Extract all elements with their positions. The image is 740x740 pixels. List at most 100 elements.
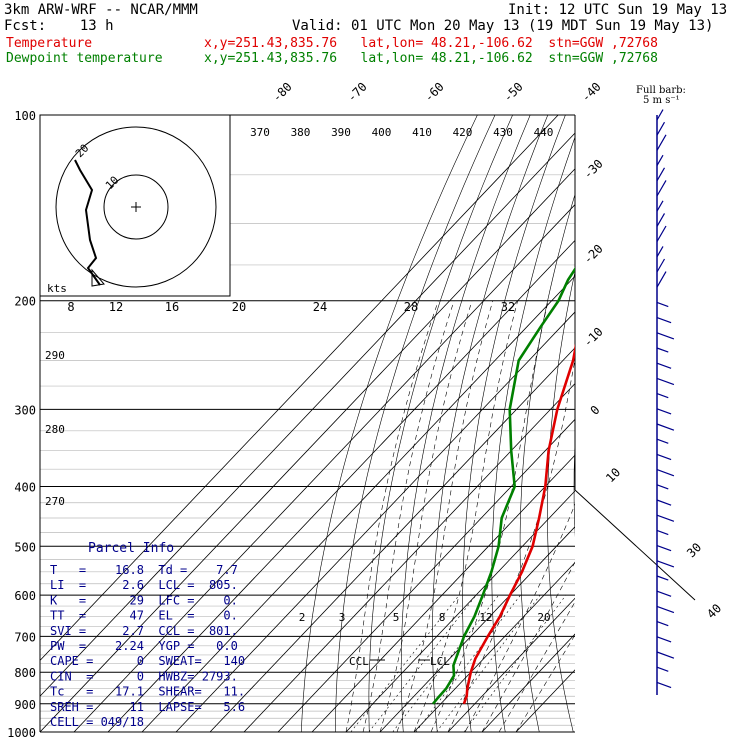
moist-adiabat bbox=[515, 634, 575, 732]
wind-barb bbox=[656, 167, 666, 182]
isotherm bbox=[413, 561, 575, 732]
wind-barb bbox=[656, 225, 667, 242]
dry-adiabat bbox=[462, 115, 566, 732]
hodograph-box bbox=[39, 114, 231, 297]
dry-adiabat bbox=[368, 115, 513, 732]
wind-barb bbox=[656, 213, 666, 227]
hodograph-speed-label: 12 bbox=[109, 300, 123, 314]
parcel-info-row: CAPE = 0 SWEAT= 140 bbox=[50, 654, 245, 668]
isotherm bbox=[481, 633, 575, 732]
pressure-tick-label: 500 bbox=[14, 540, 36, 554]
parcel-info-title: Parcel Info bbox=[88, 541, 174, 556]
wind-barb bbox=[656, 109, 664, 121]
pressure-tick-label: 100 bbox=[14, 109, 36, 123]
dry-adiabat bbox=[649, 115, 709, 732]
parcel-info-row: Tc = 17.1 SHEAR= 11. bbox=[50, 685, 245, 699]
isotherm bbox=[141, 275, 575, 732]
theta-e-label: 380 bbox=[291, 126, 311, 139]
isotherm-label: -60 bbox=[422, 80, 447, 105]
hodograph-ring-10 bbox=[103, 174, 169, 240]
dewpoint-profile bbox=[431, 266, 575, 705]
pressure-tick-label: 200 bbox=[14, 295, 36, 309]
hodograph-speed-label: 28 bbox=[404, 300, 418, 314]
dry-adiabat bbox=[400, 115, 531, 732]
parcel-info-row: SVI = 2.7 CCL = 801. bbox=[50, 624, 238, 638]
theta-label: 290 bbox=[45, 349, 65, 362]
isotherm bbox=[311, 454, 575, 732]
wind-barb bbox=[656, 484, 669, 490]
temperature-legend: Temperature bbox=[6, 36, 93, 51]
wind-barb bbox=[656, 453, 672, 461]
thermodynamic-grid bbox=[40, 115, 740, 732]
wind-barb bbox=[656, 180, 667, 197]
barb-legend-title: Full barb: bbox=[636, 85, 686, 96]
hodograph-units: kts bbox=[47, 282, 67, 295]
isotherm bbox=[243, 382, 575, 732]
isotherm-label: 30 bbox=[684, 540, 704, 560]
hodograph-speed-label: 24 bbox=[313, 300, 327, 314]
wind-barb bbox=[656, 362, 672, 369]
wind-barb bbox=[656, 469, 675, 477]
wind-barb bbox=[656, 529, 669, 536]
wind-barb bbox=[656, 393, 669, 399]
parcel-info-row: PW = 2.24 YGP = 0.0 bbox=[50, 639, 238, 653]
dry-adiabat bbox=[301, 115, 478, 732]
wind-barb bbox=[656, 651, 675, 659]
wind-barb bbox=[656, 301, 669, 308]
isotherm-label: -10 bbox=[581, 325, 606, 350]
wind-barb bbox=[656, 514, 675, 522]
dry-adiabat bbox=[719, 115, 740, 732]
moist-adiabat bbox=[396, 300, 494, 732]
theta-e-label: 440 bbox=[534, 126, 554, 139]
wind-barb bbox=[656, 499, 672, 506]
isotherm-label: 0 bbox=[588, 403, 603, 418]
theta-e-label: 410 bbox=[412, 126, 432, 139]
temperature-location: x,y=251.43,835.76 lat,lon= 48.21,-106.62… bbox=[204, 36, 658, 51]
pressure-tick-label: 700 bbox=[14, 630, 36, 644]
pressure-tick-label: 300 bbox=[14, 403, 36, 417]
dry-adiabat bbox=[547, 270, 575, 732]
sounding-profiles bbox=[431, 266, 575, 705]
dewpoint-location: x,y=251.43,835.76 lat,lon= 48.21,-106.62… bbox=[204, 51, 658, 66]
hodograph-loop bbox=[91, 268, 105, 287]
isotherm bbox=[209, 347, 575, 732]
moist-adiabat bbox=[379, 300, 473, 732]
wind-barb bbox=[656, 560, 675, 568]
parcel-info-row: LI = 2.6 LCL = 805. bbox=[50, 578, 238, 592]
mixing-ratio-label: 2 bbox=[299, 611, 306, 624]
pressure-tick-label: 600 bbox=[14, 589, 36, 603]
isotherm bbox=[175, 311, 575, 732]
isotherm-label: 40 bbox=[704, 601, 724, 621]
wind-barb bbox=[656, 590, 672, 597]
wind-barb bbox=[656, 408, 672, 415]
model-title: 3km ARW-WRF -- NCAR/MMM bbox=[4, 2, 198, 18]
hodograph-speed-label: 8 bbox=[67, 300, 74, 314]
theta-e-label: 370 bbox=[250, 126, 270, 139]
hodograph-trace bbox=[74, 159, 101, 286]
isotherm-label: -30 bbox=[581, 157, 606, 182]
wind-barb bbox=[656, 154, 664, 166]
wind-barb bbox=[656, 438, 669, 444]
wind-barb bbox=[656, 332, 675, 340]
frame-diag bbox=[574, 489, 696, 601]
mixing-ratio-label: 3 bbox=[339, 611, 346, 624]
pressure-tick-label: 1000 bbox=[7, 726, 36, 740]
isotherm-label: -50 bbox=[501, 80, 526, 105]
wind-barb bbox=[656, 621, 669, 627]
isotherm bbox=[379, 526, 575, 732]
wind-barb bbox=[656, 377, 675, 386]
ccl-annotation: CCL bbox=[349, 655, 369, 668]
wind-barb bbox=[656, 545, 672, 552]
isotherm bbox=[73, 204, 575, 732]
valid-time: Valid: 01 UTC Mon 20 May 13 (19 MDT Sun … bbox=[292, 18, 714, 34]
dry-adiabat bbox=[519, 193, 575, 732]
isotherm-label: -80 bbox=[270, 80, 295, 105]
hodograph-speed-label: 32 bbox=[501, 300, 515, 314]
isotherm-label: -70 bbox=[345, 80, 370, 105]
theta-e-label: 420 bbox=[453, 126, 473, 139]
lcl-annotation: LCL bbox=[430, 655, 450, 668]
hodograph-ring-20 bbox=[55, 126, 217, 288]
